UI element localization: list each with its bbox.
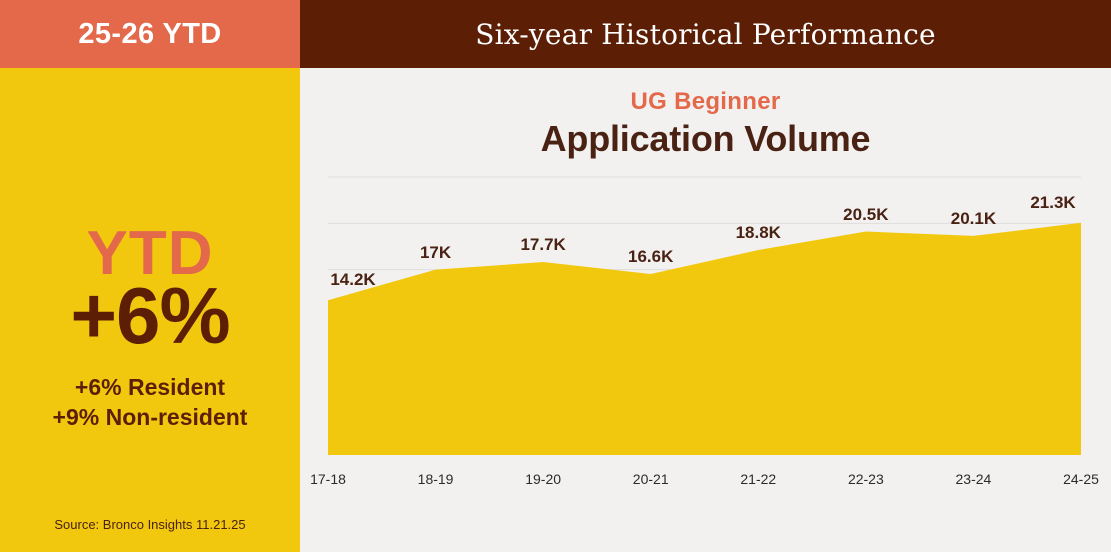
header-right-label: Six-year Historical Performance — [475, 17, 936, 51]
ytd-breakdown: +6% Resident +9% Non-resident — [0, 373, 300, 433]
area-series — [328, 222, 1081, 455]
data-point-label: 18.8K — [735, 223, 781, 243]
ytd-breakdown-nonresident: +9% Non-resident — [52, 403, 248, 430]
x-axis-tick-label: 23-24 — [955, 471, 992, 487]
data-point-label: 16.6K — [628, 247, 674, 267]
ytd-heading: YTD — [86, 219, 214, 288]
source-note: Source: Bronco Insights 11.21.25 — [54, 517, 246, 532]
chart-subtitle: UG Beginner — [630, 88, 781, 115]
x-axis-tick-label: 20-21 — [632, 471, 669, 487]
x-axis-tick-label: 21-22 — [740, 471, 777, 487]
x-axis-tick-label: 19-20 — [525, 471, 562, 487]
data-point-label: 17K — [419, 242, 452, 262]
data-point-label: 20.1K — [950, 208, 997, 228]
data-point-label: 17.7K — [520, 235, 566, 255]
x-axis-tick-label: 22-23 — [847, 471, 884, 487]
chart-title: Application Volume — [540, 118, 871, 159]
x-axis-tick-label: 24-25 — [1063, 471, 1099, 487]
header-left-banner: 25-26 YTD — [0, 0, 300, 68]
data-point-label: 14.2K — [330, 270, 376, 290]
ytd-breakdown-resident: +6% Resident — [74, 374, 226, 400]
data-point-label: 21.3K — [1030, 192, 1076, 212]
header-left-label: 25-26 YTD — [78, 17, 222, 50]
area-chart-plot: 14.2K 17K 17.7K 16.6K 18.8K 20.5K 20.1K 21.3K 17… — [310, 168, 1109, 552]
ytd-summary-panel: YTD +6% +6% Resident +9% Non-resident So… — [0, 68, 300, 552]
x-axis-tick-label: 17-18 — [310, 471, 346, 487]
ytd-value: +6% — [70, 271, 230, 360]
x-axis-tick-label: 18-19 — [417, 471, 454, 487]
header-right-banner: Six-year Historical Performance — [300, 0, 1111, 68]
chart-panel: UG Beginner Application Volume 14.2K 17K 1… — [300, 68, 1111, 552]
data-point-label: 20.5K — [843, 204, 889, 224]
